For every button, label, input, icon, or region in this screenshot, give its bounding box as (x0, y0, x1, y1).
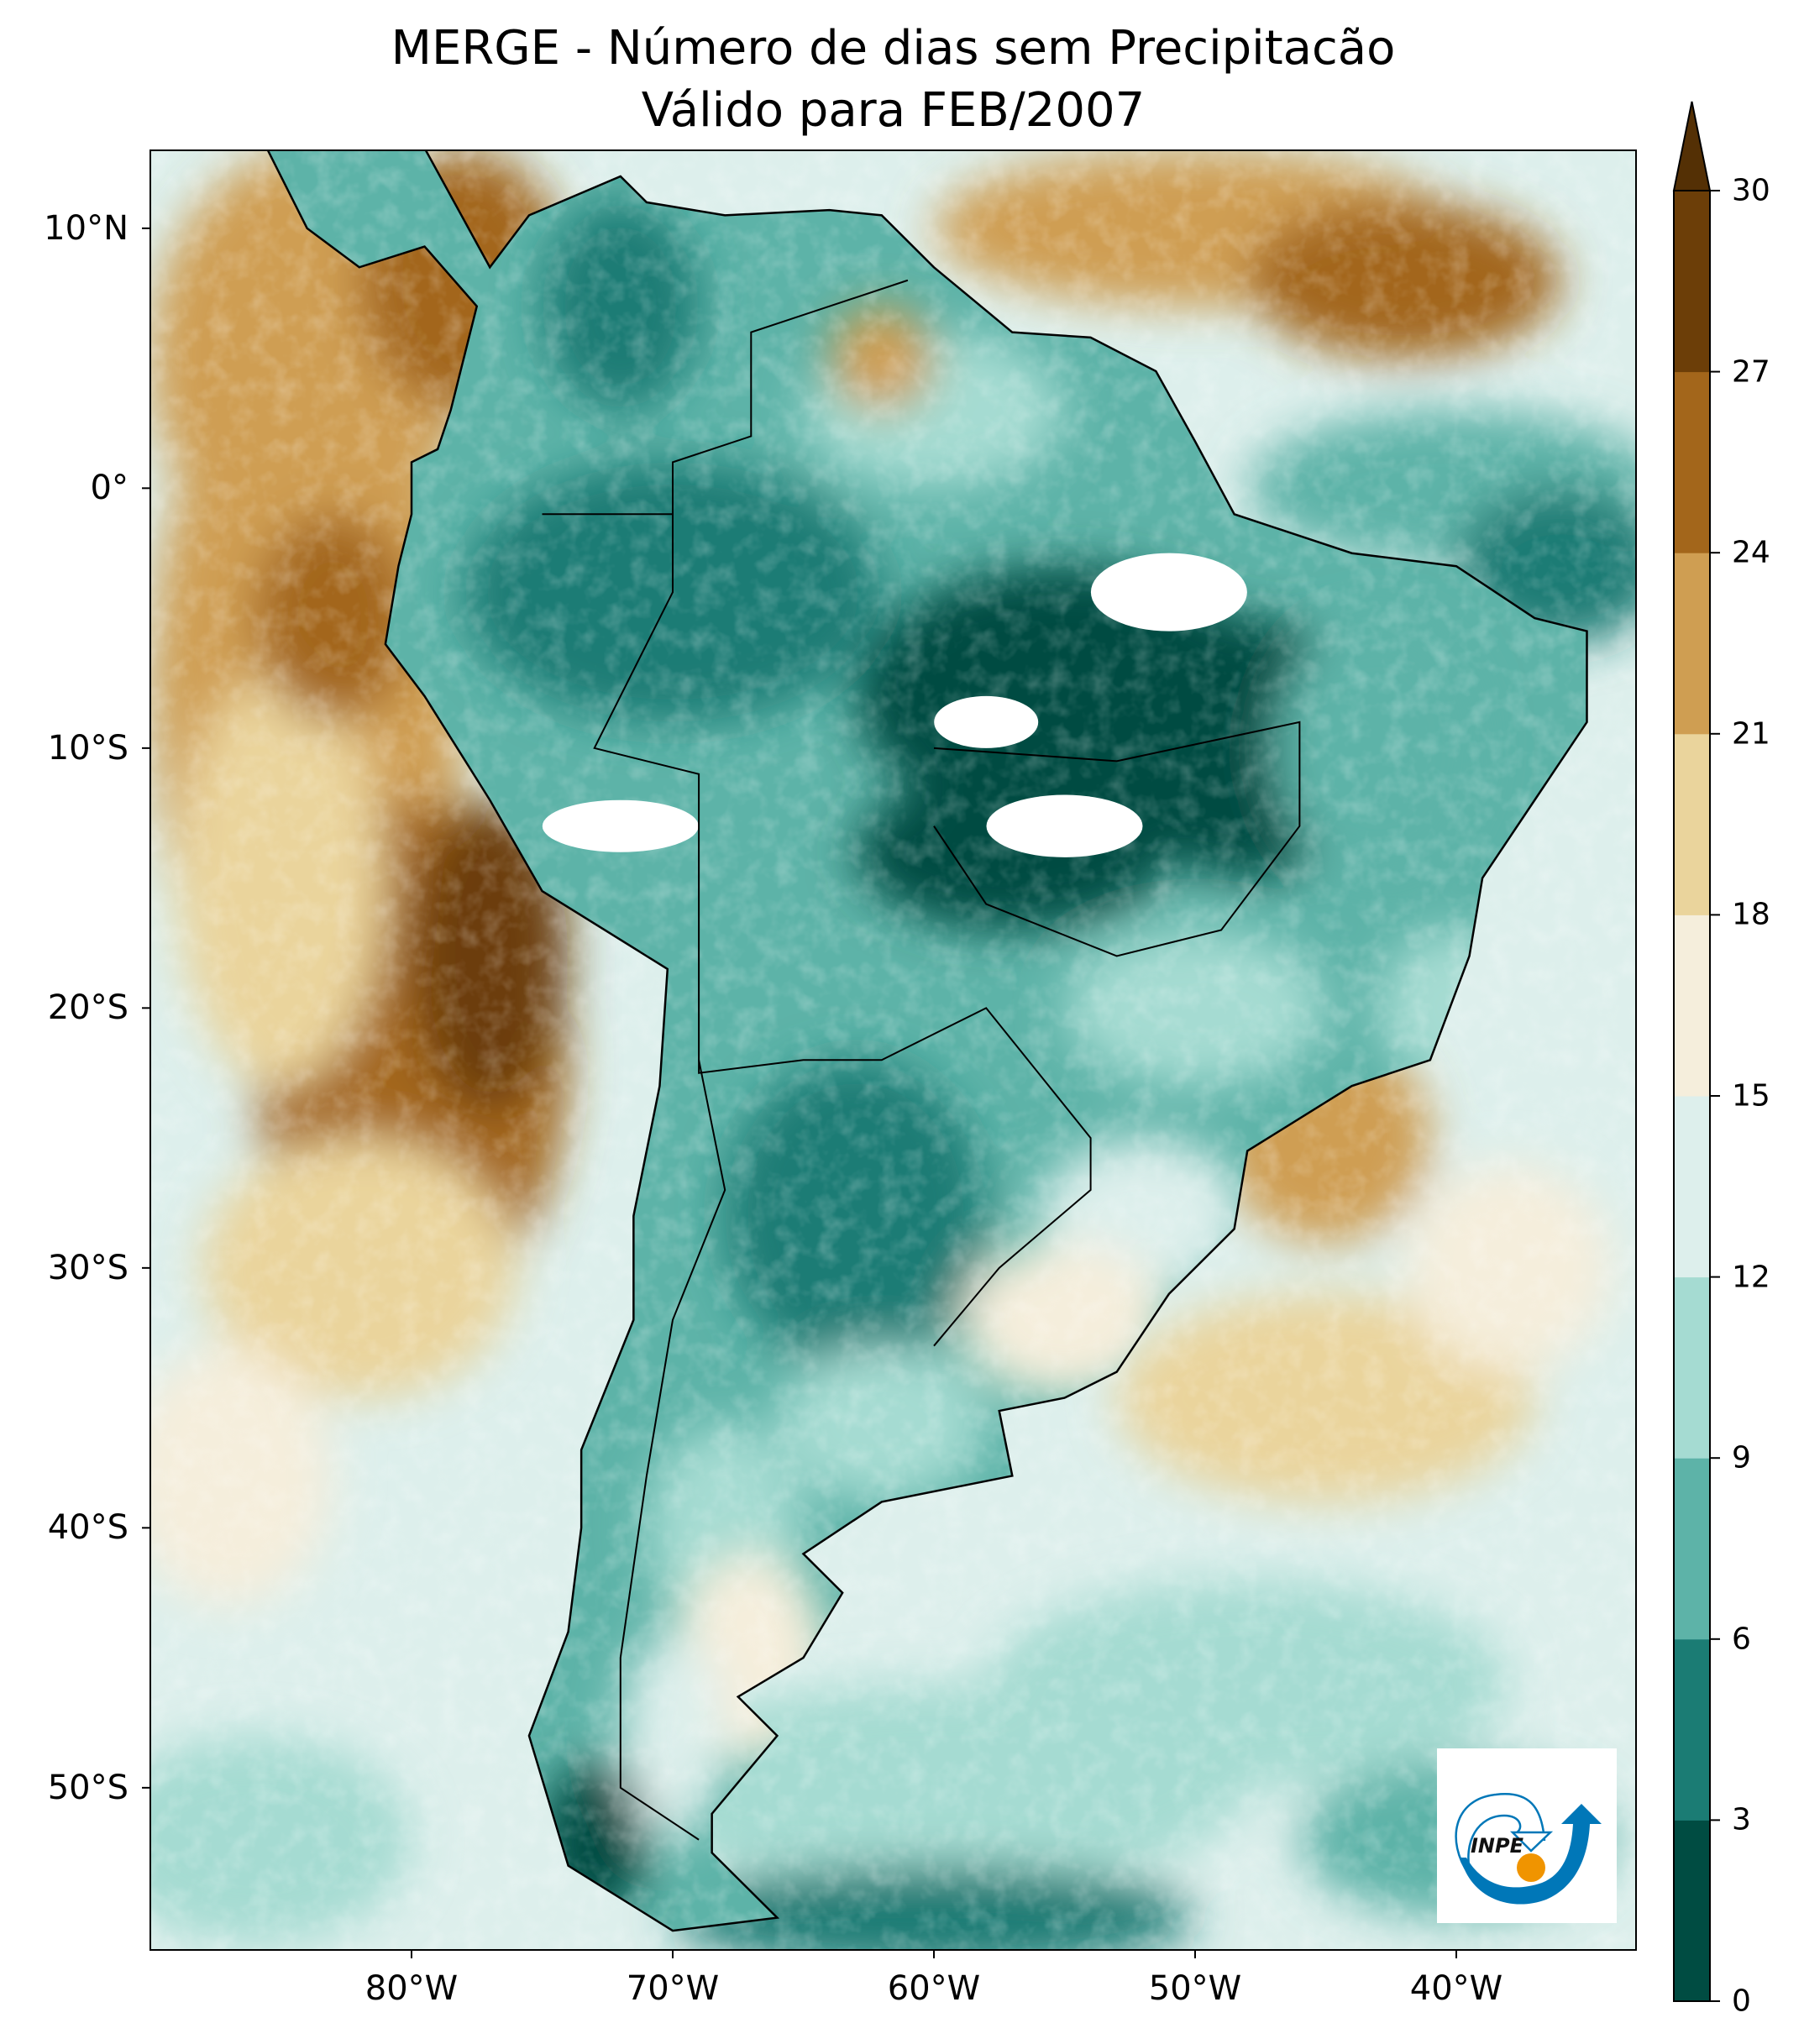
lat-tick-label: 10°S (47, 728, 128, 768)
border-line (933, 721, 1301, 957)
colorbar-segment (1674, 1638, 1710, 1821)
colorbar-label: 21 (1732, 716, 1770, 752)
lon-tick-label: 80°W (364, 1969, 459, 2008)
lat-tick-label: 20°S (47, 988, 128, 1028)
map-subtitle: Válido para FEB/2007 (641, 83, 1146, 138)
colorbar-label: 6 (1732, 1622, 1751, 1657)
lon-tick-label: 50°W (1148, 1969, 1242, 2008)
colorbar-label: 24 (1732, 535, 1770, 570)
inpe-logo: INPE (1437, 1748, 1617, 1923)
lon-tick-label: 70°W (626, 1969, 720, 2008)
colorbar-label: 30 (1732, 173, 1770, 208)
colorbar-label: 15 (1732, 1078, 1770, 1114)
colorbar-label: 0 (1732, 1984, 1751, 2019)
colorbar-segment (1674, 191, 1710, 373)
colorbar-segment (1674, 1820, 1710, 2002)
colorbar-segment (1674, 553, 1710, 735)
colorbar-label: 3 (1732, 1802, 1751, 1837)
lat-tick-label: 40°S (47, 1508, 128, 1548)
coastline (266, 150, 1588, 1932)
colorbar-segment (1674, 371, 1710, 553)
border-line (619, 1060, 726, 1841)
colorbar-extend-arrow (1672, 101, 1712, 191)
colorbar-label: 12 (1732, 1260, 1770, 1295)
colorbar-segment (1674, 733, 1710, 915)
lat-tick-label: 50°S (47, 1768, 128, 1807)
map-frame (149, 149, 1637, 1951)
map-title: MERGE - Número de dias sem Precipitacão (391, 21, 1396, 76)
colorbar-label: 9 (1732, 1440, 1751, 1475)
border-line (593, 279, 1092, 1347)
colorbar-segment (1674, 1096, 1710, 1278)
lat-tick-label: 30°S (47, 1248, 128, 1287)
colorbar-label: 27 (1732, 354, 1770, 390)
lon-tick-label: 60°W (887, 1969, 981, 2008)
colorbar-segment (1674, 915, 1710, 1097)
colorbar-label: 18 (1732, 897, 1770, 932)
colorbar-segment (1674, 1276, 1710, 1459)
lon-tick-label: 40°W (1409, 1969, 1503, 2008)
colorbar (1672, 101, 1720, 2002)
border-line (542, 513, 674, 593)
logo-text: INPE (1471, 1834, 1524, 1858)
lat-tick-label: 0° (90, 469, 128, 508)
colorbar-segment (1674, 1458, 1710, 1640)
lat-tick-label: 10°N (44, 208, 128, 248)
